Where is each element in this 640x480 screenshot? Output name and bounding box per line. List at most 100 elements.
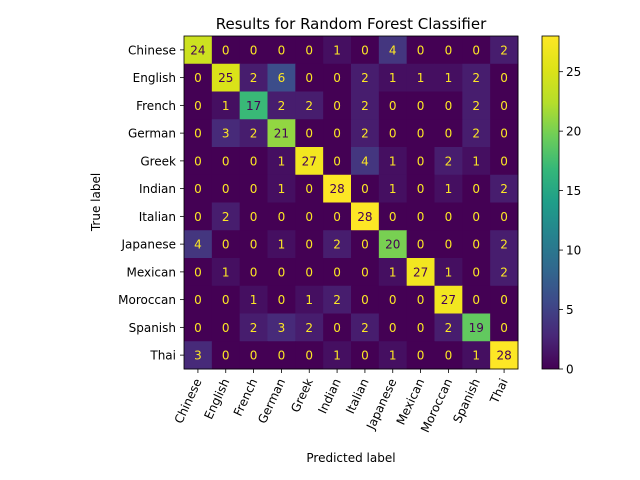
cell-value: 0: [194, 71, 202, 85]
cell-value: 0: [472, 182, 480, 196]
heatmap-cell: [323, 174, 352, 203]
heatmap-cell: [184, 341, 213, 370]
cell-value: 0: [361, 265, 369, 279]
heatmap-cell: [406, 230, 435, 259]
y-tick-label: Thai: [149, 349, 176, 363]
heatmap-cell: [323, 313, 352, 342]
heatmap-cell: [239, 341, 268, 370]
cell-value: 1: [445, 182, 453, 196]
y-tick-label: German: [128, 127, 176, 141]
heatmap-cell: [211, 341, 241, 370]
heatmap-cell: [323, 202, 352, 231]
heatmap-cell: [406, 63, 435, 92]
heatmap-cell: [211, 285, 241, 314]
cell-value: 1: [305, 293, 313, 307]
cell-value: 0: [417, 127, 425, 141]
x-tick-label: Indian: [315, 376, 343, 416]
cell-value: 0: [278, 210, 286, 224]
cell-value: 0: [194, 265, 202, 279]
heatmap-cell: [295, 119, 324, 148]
cell-value: 0: [333, 154, 341, 168]
heatmap-cell: [323, 285, 352, 314]
cell-value: 0: [222, 238, 230, 252]
cell-value: 0: [389, 210, 397, 224]
heatmap-cell: [295, 313, 324, 342]
cell-value: 0: [417, 154, 425, 168]
heatmap-cell: [267, 174, 296, 203]
heatmap-cell: [239, 91, 268, 120]
y-axis-label: True label: [89, 173, 103, 232]
heatmap-cell: [211, 147, 241, 176]
heatmap-cell: [378, 91, 408, 120]
heatmap-cell: [434, 147, 463, 176]
x-tick-label: Greek: [288, 376, 316, 414]
cell-value: 2: [472, 127, 480, 141]
cell-value: 2: [305, 321, 313, 335]
cell-value: 0: [445, 349, 453, 363]
heatmap-cell: [239, 258, 268, 287]
heatmap-cell: [351, 341, 380, 370]
cell-value: 1: [278, 182, 286, 196]
heatmap-cell: [434, 174, 463, 203]
y-tick-label: Chinese: [128, 43, 176, 57]
heatmap-cell: [351, 258, 380, 287]
heatmap-cell: [434, 258, 463, 287]
cell-value: 0: [250, 265, 258, 279]
cell-value: 0: [500, 99, 508, 113]
heatmap-cell: [462, 341, 491, 370]
heatmap-cell: [490, 119, 519, 148]
heatmap-cell: [295, 147, 324, 176]
heatmap-cell: [267, 230, 296, 259]
cell-value: 2: [500, 43, 508, 57]
cell-value: 0: [194, 293, 202, 307]
heatmap-cell: [462, 285, 491, 314]
cell-value: 2: [222, 210, 230, 224]
heatmap-cell: [351, 63, 380, 92]
y-tick-labels: Chinese English French German Greek Indian Ita…: [118, 43, 184, 363]
cell-value: 0: [389, 127, 397, 141]
heatmap-cell: [239, 174, 268, 203]
heatmap-cell: [211, 202, 241, 231]
cell-value: 0: [194, 210, 202, 224]
cell-value: 0: [361, 293, 369, 307]
heatmap-cell: [323, 258, 352, 287]
colorbar-tick-label: 5: [566, 303, 574, 317]
heatmap-cell: [184, 36, 213, 65]
cell-value: 0: [445, 99, 453, 113]
cell-value: 2: [250, 71, 258, 85]
heatmap-cell: [184, 174, 213, 203]
cell-value: 0: [305, 238, 313, 252]
heatmap-cell: [434, 230, 463, 259]
cell-value: 0: [361, 182, 369, 196]
x-tick-label: French: [231, 376, 261, 418]
cell-value: 0: [445, 238, 453, 252]
heatmap-cell: [239, 313, 268, 342]
heatmap-cell: [378, 36, 408, 65]
cell-value: 0: [194, 321, 202, 335]
cell-value: 0: [500, 321, 508, 335]
cell-value: 0: [222, 43, 230, 57]
heatmap-cell: [434, 36, 463, 65]
cell-value: 0: [222, 321, 230, 335]
cell-value: 0: [250, 43, 258, 57]
heatmap-cell: [323, 341, 352, 370]
cell-value: 1: [333, 43, 341, 57]
colorbar-tick-label: 15: [566, 184, 581, 198]
heatmap-cell: [295, 258, 324, 287]
heatmap-cells: [184, 36, 519, 370]
heatmap-cell: [434, 313, 463, 342]
heatmap-cell: [295, 91, 324, 120]
cell-value: 0: [472, 265, 480, 279]
heatmap-cell: [490, 202, 519, 231]
y-tick-label: Indian: [139, 182, 176, 196]
cell-value: 1: [417, 71, 425, 85]
heatmap-cell: [434, 63, 463, 92]
y-tick-label: Mexican: [126, 265, 176, 279]
cell-value: 0: [278, 265, 286, 279]
heatmap-cell: [351, 230, 380, 259]
heatmap-cell: [462, 119, 491, 148]
colorbar-ticks: 0 5 10 15 20 25: [559, 65, 581, 377]
heatmap-cell: [267, 285, 296, 314]
heatmap-cell: [211, 258, 241, 287]
heatmap-cell: [490, 91, 519, 120]
